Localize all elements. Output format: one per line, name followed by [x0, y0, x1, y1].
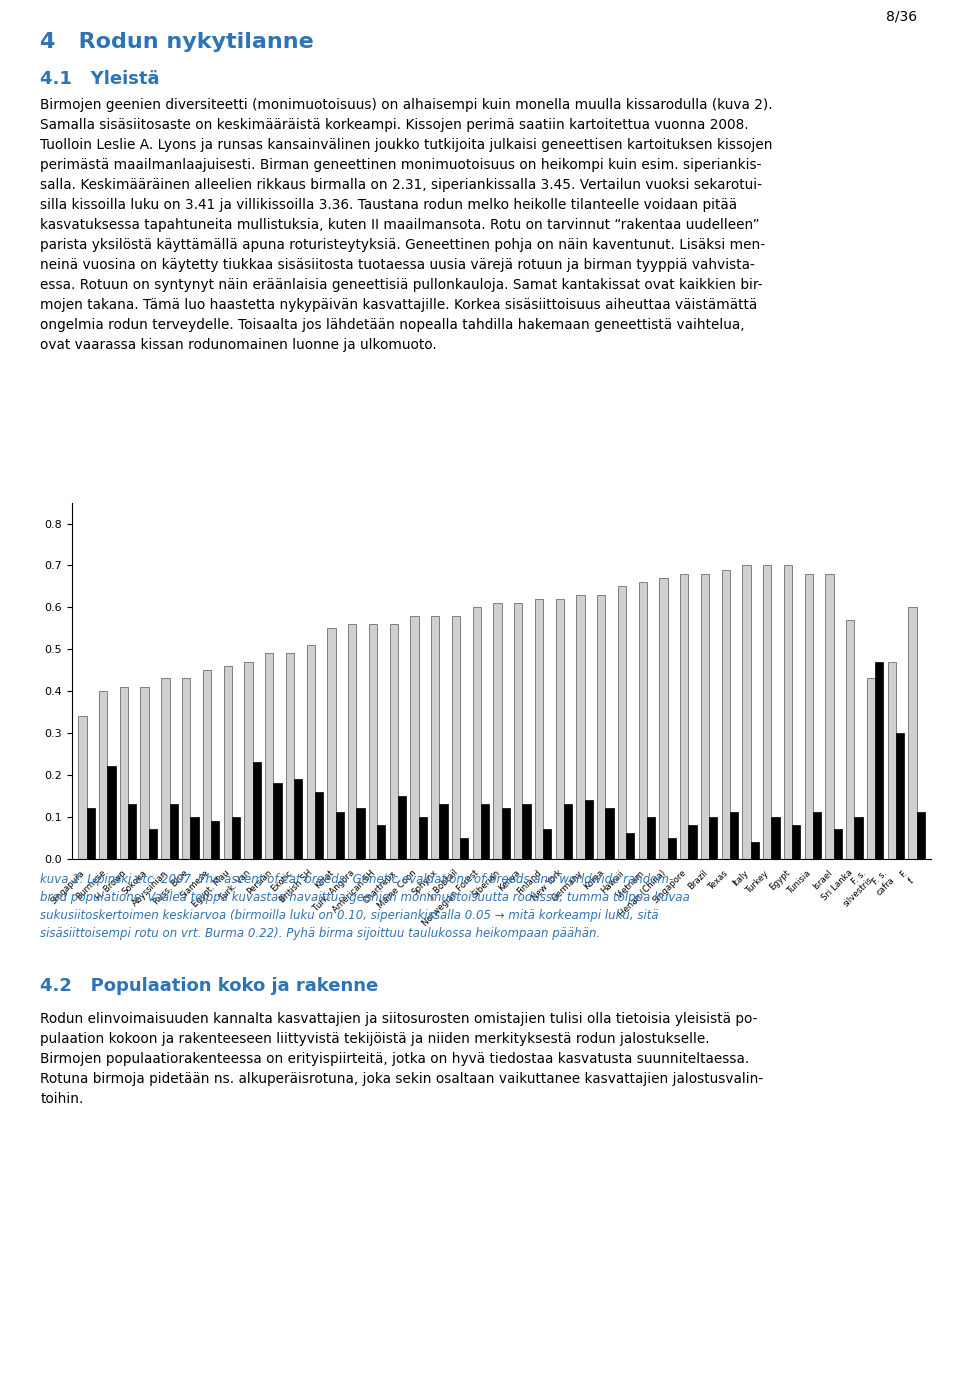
Bar	[252, 762, 261, 859]
Bar	[896, 733, 904, 859]
Bar	[431, 616, 440, 859]
Bar	[647, 817, 655, 859]
Bar	[501, 808, 510, 859]
Bar	[78, 716, 86, 859]
Bar	[315, 792, 324, 859]
Bar	[390, 624, 397, 859]
Bar	[846, 620, 854, 859]
Bar	[908, 607, 917, 859]
Bar	[86, 808, 95, 859]
Bar	[369, 624, 377, 859]
Bar	[224, 666, 231, 859]
Bar	[543, 829, 551, 859]
Bar	[481, 804, 490, 859]
Bar	[356, 808, 365, 859]
Bar	[522, 804, 531, 859]
Bar	[917, 812, 925, 859]
Bar	[576, 595, 585, 859]
Bar	[813, 812, 821, 859]
Bar	[306, 645, 315, 859]
Bar	[265, 653, 274, 859]
Bar	[211, 821, 219, 859]
Bar	[876, 662, 883, 859]
Bar	[730, 812, 738, 859]
Bar	[108, 766, 115, 859]
Bar	[792, 825, 801, 859]
Bar	[772, 817, 780, 859]
Text: Rodun elinvoimaisuuden kannalta kasvattajien ja siitosurosten omistajien tulisi : Rodun elinvoimaisuuden kannalta kasvatta…	[40, 1012, 763, 1106]
Bar	[397, 796, 406, 859]
Bar	[472, 607, 481, 859]
Bar	[585, 800, 593, 859]
Bar	[419, 817, 427, 859]
Bar	[170, 804, 178, 859]
Text: 8/36: 8/36	[886, 10, 917, 24]
Bar	[410, 616, 419, 859]
Bar	[742, 565, 751, 859]
Bar	[709, 817, 717, 859]
Bar	[888, 662, 896, 859]
Bar	[231, 817, 240, 859]
Bar	[867, 678, 876, 859]
Bar	[149, 829, 157, 859]
Bar	[99, 691, 108, 859]
Bar	[784, 565, 792, 859]
Bar	[440, 804, 447, 859]
Bar	[452, 616, 460, 859]
Bar	[327, 628, 336, 859]
Bar	[182, 678, 190, 859]
Bar	[140, 687, 149, 859]
Bar	[564, 804, 572, 859]
Text: kuva 2. Lipinski etc. 2007. The ascent of cat breeds: Genetic evaluations of bre: kuva 2. Lipinski etc. 2007. The ascent o…	[40, 872, 690, 940]
Bar	[128, 804, 136, 859]
Bar	[638, 582, 647, 859]
Bar	[190, 817, 199, 859]
Bar	[804, 574, 813, 859]
Bar	[294, 779, 302, 859]
Bar	[854, 817, 863, 859]
Bar	[377, 825, 385, 859]
Bar	[667, 838, 676, 859]
Bar	[701, 574, 709, 859]
Bar	[514, 603, 522, 859]
Bar	[826, 574, 833, 859]
Bar	[722, 570, 730, 859]
Text: 4.2   Populaation koko ja rakenne: 4.2 Populaation koko ja rakenne	[40, 977, 378, 995]
Bar	[348, 624, 356, 859]
Bar	[680, 574, 688, 859]
Bar	[688, 825, 697, 859]
Bar	[556, 599, 564, 859]
Bar	[535, 599, 543, 859]
Bar	[286, 653, 294, 859]
Bar	[763, 565, 772, 859]
Text: 4.1   Yleistä: 4.1 Yleistä	[40, 70, 159, 88]
Bar	[493, 603, 501, 859]
Bar	[833, 829, 842, 859]
Bar	[161, 678, 170, 859]
Text: Birmojen geenien diversiteetti (monimuotoisuus) on alhaisempi kuin monella muull: Birmojen geenien diversiteetti (monimuot…	[40, 98, 773, 352]
Bar	[274, 783, 281, 859]
Bar	[203, 670, 211, 859]
Text: 4   Rodun nykytilanne: 4 Rodun nykytilanne	[40, 32, 314, 52]
Bar	[460, 838, 468, 859]
Bar	[336, 812, 344, 859]
Bar	[751, 842, 759, 859]
Bar	[120, 687, 128, 859]
Bar	[660, 578, 667, 859]
Bar	[244, 662, 252, 859]
Bar	[618, 586, 626, 859]
Bar	[626, 833, 635, 859]
Bar	[606, 808, 613, 859]
Bar	[597, 595, 606, 859]
